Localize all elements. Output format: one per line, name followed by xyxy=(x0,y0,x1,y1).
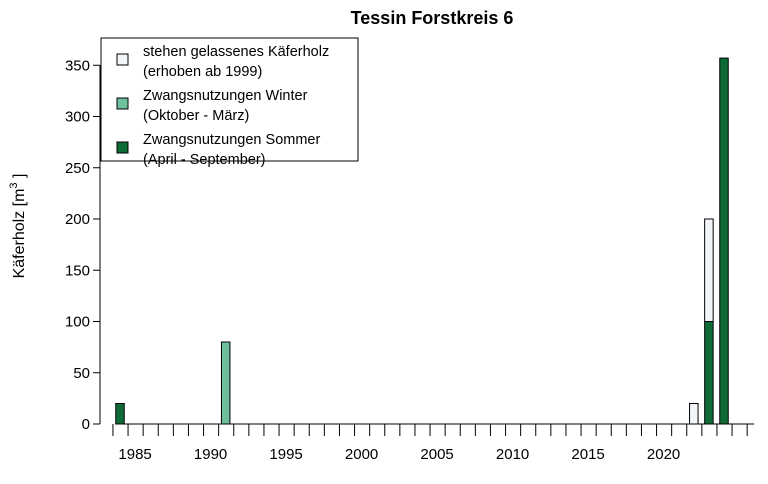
bar-1991-series-1 xyxy=(220,341,231,425)
bar-1984-series-0 xyxy=(115,403,125,425)
y-tick-label: 250 xyxy=(65,160,90,177)
legend-label: (April - September) xyxy=(143,152,265,168)
x-tick-label: 2020 xyxy=(647,446,680,463)
bar-2023-series-0 xyxy=(704,321,714,425)
y-tick-label: 300 xyxy=(65,109,90,126)
y-axis-label: Käferholz [m3 ] xyxy=(8,174,28,279)
y-tick-label: 350 xyxy=(65,57,90,74)
legend-box xyxy=(100,37,359,162)
bars xyxy=(115,57,729,425)
y-tick-label: 150 xyxy=(65,262,90,279)
x-tick-label: 2005 xyxy=(420,446,453,463)
y-tick-label: 100 xyxy=(65,314,90,331)
x-tick-label: 2000 xyxy=(345,446,378,463)
bar-2023-series-2 xyxy=(704,218,714,322)
legend-label: stehen gelassenes Käferholz xyxy=(143,44,329,60)
x-tick-label: 2015 xyxy=(571,446,604,463)
x-tick-label: 1985 xyxy=(118,446,151,463)
x-tick-label: 1995 xyxy=(269,446,302,463)
legend: stehen gelassenes Käferholz (erhoben ab 1… xyxy=(100,37,359,168)
x-tick-label: 2010 xyxy=(496,446,529,463)
y-axis-label-superscript: 3 xyxy=(8,182,20,188)
y-tick-label: 200 xyxy=(65,211,90,228)
legend-label: Zwangsnutzungen Sommer xyxy=(143,132,320,148)
legend-swatch xyxy=(116,53,129,66)
legend-swatch xyxy=(116,97,129,110)
x-axis: 1985 1990 1995 2000 2005 2010 2015 2020 xyxy=(112,423,755,463)
bar-2022-series-2 xyxy=(689,403,699,425)
y-axis: 0 50 100 150 200 250 300 350 xyxy=(65,57,101,433)
bar-2024-series-0 xyxy=(719,57,729,425)
x-tick-label: 1990 xyxy=(194,446,227,463)
legend-label: Zwangsnutzungen Winter xyxy=(143,88,308,104)
legend-swatch xyxy=(116,141,129,154)
legend-label: (erhoben ab 1999) xyxy=(143,64,262,80)
legend-label: (Oktober - März) xyxy=(143,108,249,124)
y-tick-label: 50 xyxy=(73,365,90,382)
y-tick-label: 0 xyxy=(82,416,90,433)
chart-title: Tessin Forstkreis 6 xyxy=(351,8,514,28)
